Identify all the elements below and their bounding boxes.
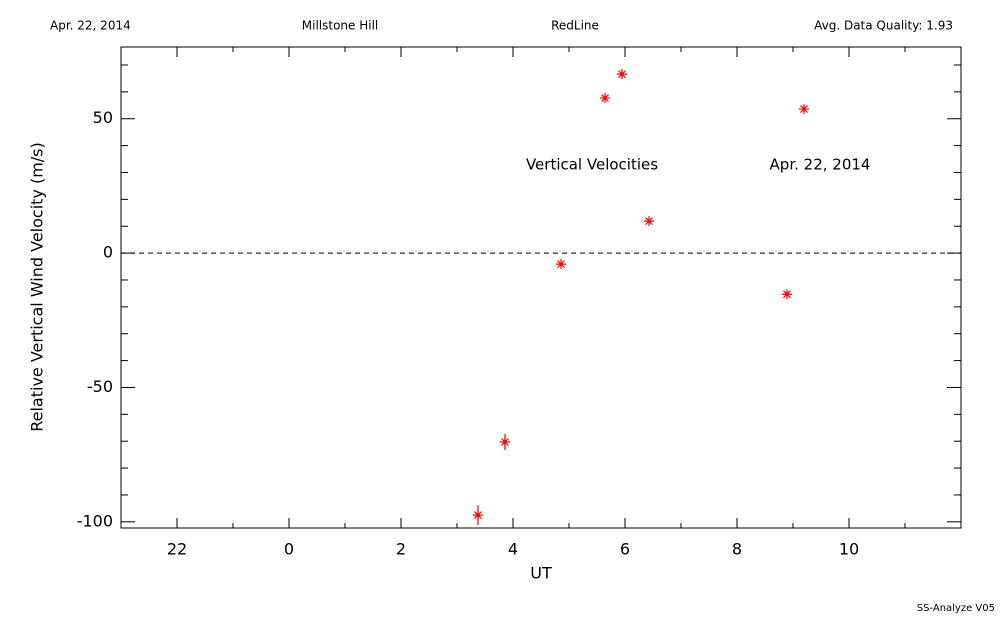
y-tick-label: -50 (87, 377, 113, 396)
annotation: Vertical Velocities (526, 156, 658, 174)
x-tick-label: 22 (167, 540, 187, 559)
y-tick-label: 0 (103, 243, 113, 262)
x-tick-label: 6 (620, 540, 630, 559)
header-date: Apr. 22, 2014 (50, 19, 131, 33)
point (798, 104, 809, 115)
header-instrument: RedLine (551, 19, 599, 33)
point (782, 289, 793, 300)
x-axis-label: UT (530, 564, 552, 583)
x-tick-label: 8 (732, 540, 742, 559)
header-quality: Avg. Data Quality: 1.93 (814, 19, 953, 33)
x-tick-label: 0 (284, 540, 294, 559)
y-tick-label: 50 (93, 108, 113, 127)
point (555, 259, 566, 270)
y-axis-label: Relative Vertical Wind Velocity (m/s) (28, 142, 47, 432)
point (473, 510, 483, 521)
point (499, 437, 510, 448)
x-tick-label: 10 (839, 540, 859, 559)
point (644, 216, 655, 227)
annotation: Apr. 22, 2014 (770, 156, 871, 174)
header-site: Millstone Hill (302, 19, 378, 33)
point (600, 93, 611, 104)
point (616, 69, 627, 80)
footer: SS-Analyze V05 (917, 603, 995, 614)
y-tick-label: -100 (77, 511, 113, 530)
x-tick-label: 4 (508, 540, 518, 559)
plot-frame (120, 46, 962, 529)
x-tick-label: 2 (396, 540, 406, 559)
